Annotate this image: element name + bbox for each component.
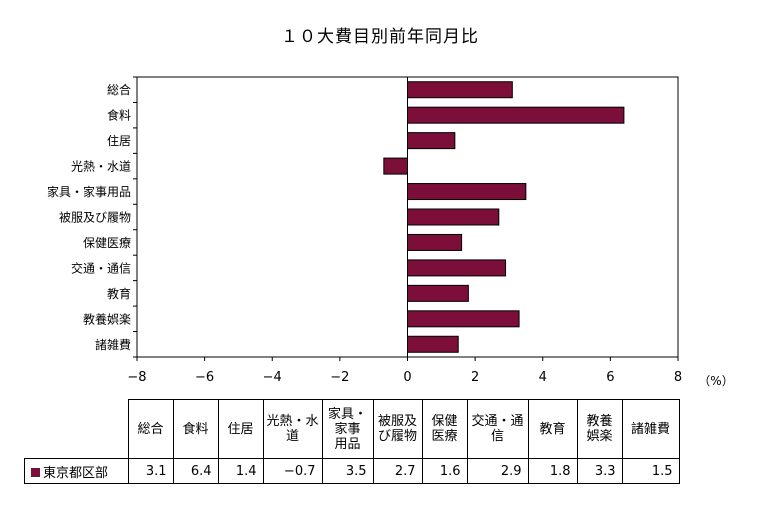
header-text: 家具・: [327, 406, 367, 422]
bar-8: [407, 284, 469, 302]
bar-1: [407, 106, 625, 124]
header-text: 保健: [431, 414, 458, 429]
bar-4: [407, 183, 527, 201]
bar-6: [407, 233, 463, 251]
table-cell: 1.4: [217, 458, 264, 484]
header-text: 総合: [137, 421, 164, 437]
table-cell: −0.7: [262, 458, 323, 484]
table-cell: 3.5: [321, 458, 374, 484]
bar-3: [383, 157, 408, 175]
x-tick-label: 8: [674, 370, 682, 385]
bar-5: [407, 208, 500, 226]
table-cell: 1.8: [527, 458, 578, 484]
header-text: び履物: [377, 429, 417, 444]
header-text: 用品: [334, 436, 361, 452]
header-text: 娯楽: [586, 429, 613, 444]
category-label: 保健医療: [83, 236, 131, 250]
table-header-cell: 家具・ 家事 用品: [321, 399, 374, 459]
header-text: 食料: [182, 421, 209, 437]
x-tick-label: 4: [539, 370, 547, 385]
table-row-label: 東京都区部: [24, 458, 129, 484]
x-tick-label: −6: [195, 370, 214, 385]
table-corner: [24, 399, 129, 459]
table-header-cell: 食料: [172, 399, 219, 459]
x-tick-label: −4: [263, 370, 282, 385]
table-cell: 1.6: [421, 458, 468, 484]
table-header-cell: 保健 医療: [421, 399, 468, 459]
category-label: 住居: [107, 134, 131, 148]
table-header-cell: 住居: [217, 399, 264, 459]
table-header-cell: 光熱・水道: [262, 399, 323, 459]
bar-2: [407, 132, 456, 150]
plot-area: 総合食料住居光熱・水道家具・家事用品被服及び履物保健医療交通・通信教育教養娯楽諸…: [47, 76, 734, 388]
table-cell: 2.9: [466, 458, 529, 484]
table-cell: 6.4: [172, 458, 219, 484]
row-label-text: 東京都区部: [43, 465, 109, 481]
bar-10: [407, 335, 459, 353]
bar-0: [407, 81, 513, 99]
header-text: 被服及: [377, 414, 417, 429]
chart-title: １０大費目別前年同月比: [281, 27, 479, 47]
table-header-cell: 教養 娯楽: [576, 399, 623, 459]
category-label: 教育: [107, 286, 131, 301]
category-label: 教養娯楽: [83, 311, 131, 326]
header-text: 道: [285, 429, 299, 444]
table-header-cell: 被服及 び履物: [372, 399, 423, 459]
bar-chart: 総合食料住居光熱・水道家具・家事用品被服及び履物保健医療交通・通信教育教養娯楽諸…: [47, 76, 734, 388]
header-text: 家事: [334, 421, 361, 437]
header-text: 教養: [586, 414, 613, 429]
table-row: 東京都区部 3.1 6.4 1.4 −0.7 3.5 2.7 1.6 2.9 1.8 3.3 1.5: [24, 458, 680, 484]
category-label: 家具・家事用品: [47, 184, 131, 199]
table-header-cell: 総合: [127, 399, 174, 459]
bar-7: [407, 259, 507, 277]
table-cell: 2.7: [372, 458, 423, 484]
category-label: 被服及び履物: [59, 211, 131, 225]
x-tick-label: 6: [606, 370, 614, 385]
table-header-cell: 諸雑費: [621, 399, 680, 459]
x-tick-label: −2: [330, 370, 349, 385]
category-label: 食料: [107, 108, 131, 123]
header-text: 諸雑費: [630, 421, 670, 437]
series-swatch: [31, 467, 40, 477]
x-tick-label: 2: [471, 370, 479, 385]
header-text: 住居: [227, 421, 254, 437]
category-label: 光熱・水道: [71, 160, 131, 174]
x-tick-label: −8: [127, 370, 146, 385]
table-header-cell: 交通・通信: [466, 399, 529, 459]
table-cell: 3.1: [127, 458, 174, 484]
category-label: 交通・通信: [71, 260, 131, 275]
table-cell: 3.3: [576, 458, 623, 484]
table-cell: 1.5: [621, 458, 680, 484]
table-header-cell: 教育: [527, 399, 578, 459]
header-text: 光熱・水: [266, 414, 319, 429]
data-table: 総合 食料 住居 光熱・水道家具・ 家事 用品 被服及 び履物 保健 医療 交通・通信教育 教養 娯楽諸…: [24, 399, 680, 484]
table-header-row: 総合 食料 住居 光熱・水道家具・ 家事 用品 被服及 び履物 保健 医療 交通・通信教育 教養 娯楽諸…: [24, 399, 680, 459]
category-label: 諸雑費: [95, 337, 131, 352]
x-tick-label: 0: [403, 370, 411, 385]
unit-label: （%）: [698, 374, 733, 388]
header-text: 医療: [431, 429, 458, 444]
header-text: 交通・通: [471, 414, 524, 429]
bar-9: [407, 310, 520, 328]
category-label: 総合: [107, 82, 131, 97]
header-text: 教育: [539, 421, 566, 437]
header-text: 信: [490, 429, 504, 444]
